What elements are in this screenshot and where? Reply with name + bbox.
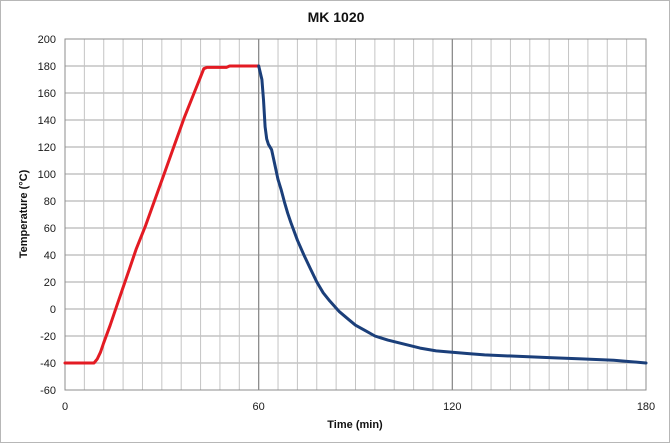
y-tick-label: -60 — [40, 385, 56, 397]
y-tick-label: 200 — [38, 34, 56, 46]
y-axis-title: Temperature (°C) — [18, 169, 30, 258]
y-tick-label: 0 — [50, 304, 56, 316]
x-tick-label: 60 — [253, 401, 265, 413]
y-tick-label: 80 — [44, 196, 56, 208]
chart-title: MK 1020 — [308, 9, 365, 25]
x-tick-label: 180 — [637, 401, 655, 413]
y-tick-label: 120 — [38, 142, 56, 154]
y-tick-label: -20 — [40, 331, 56, 343]
y-tick-label: 180 — [38, 61, 56, 73]
y-axis-ticks: -60 -40 -20 0 20 40 60 80 100 120 140 160 180 200 — [38, 34, 56, 397]
y-tick-label: 100 — [38, 169, 56, 181]
y-tick-label: 60 — [44, 223, 56, 235]
plot-area-border — [64, 38, 647, 391]
series-line-1 — [63, 64, 261, 365]
x-tick-label: 120 — [443, 401, 461, 413]
series-line-2 — [257, 64, 648, 365]
y-tick-label: 140 — [38, 115, 56, 127]
grid — [65, 38, 646, 391]
x-axis-ticks: 0 60 120 180 — [62, 401, 655, 413]
x-axis-title: Time (min) — [327, 419, 383, 431]
y-tick-label: -40 — [40, 358, 56, 370]
series-lines — [63, 64, 648, 365]
x-tick-label: 0 — [62, 401, 68, 413]
y-tick-label: 160 — [38, 88, 56, 100]
y-tick-label: 40 — [44, 250, 56, 262]
y-tick-label: 20 — [44, 277, 56, 289]
